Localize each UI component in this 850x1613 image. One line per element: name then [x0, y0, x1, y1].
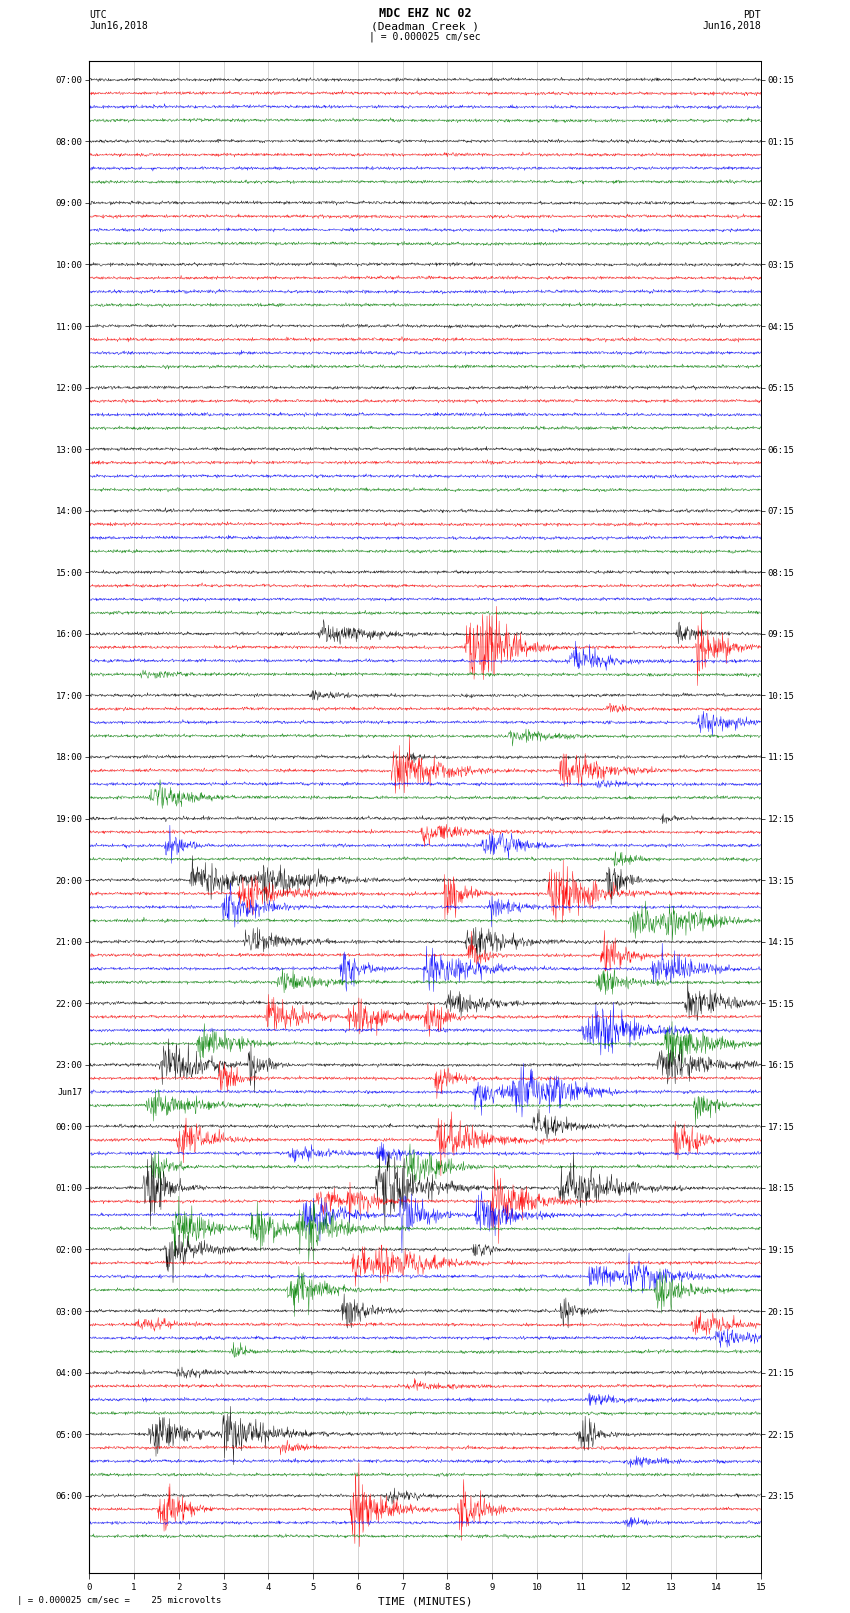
Text: Jun16,2018: Jun16,2018 — [702, 21, 761, 31]
Text: | = 0.000025 cm/sec =    25 microvolts: | = 0.000025 cm/sec = 25 microvolts — [17, 1595, 221, 1605]
Text: UTC: UTC — [89, 10, 107, 19]
Text: Jun16,2018: Jun16,2018 — [89, 21, 148, 31]
Text: Jun17: Jun17 — [57, 1089, 82, 1097]
Text: PDT: PDT — [743, 10, 761, 19]
X-axis label: TIME (MINUTES): TIME (MINUTES) — [377, 1597, 473, 1607]
Text: | = 0.000025 cm/sec: | = 0.000025 cm/sec — [369, 31, 481, 42]
Text: (Deadman Creek ): (Deadman Creek ) — [371, 21, 479, 31]
Text: MDC EHZ NC 02: MDC EHZ NC 02 — [379, 6, 471, 19]
